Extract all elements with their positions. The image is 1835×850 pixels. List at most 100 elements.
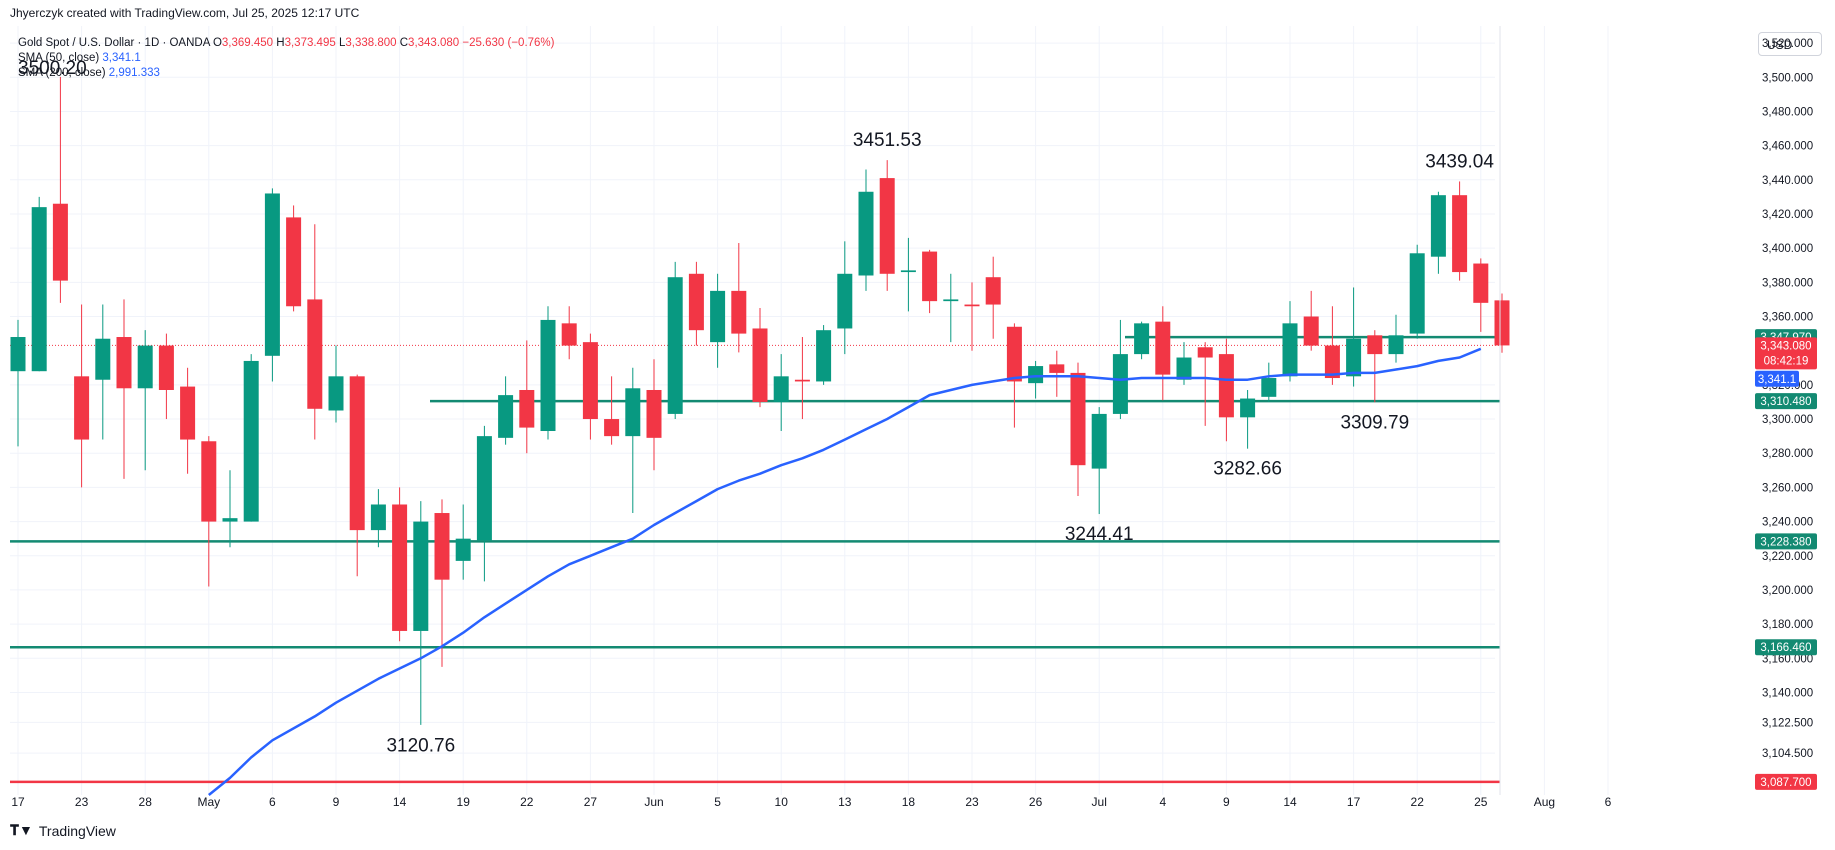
candle-body: [816, 330, 832, 382]
candle-body: [773, 376, 789, 402]
candle-body: [116, 337, 132, 389]
candle-body: [201, 441, 217, 522]
candle: [688, 261, 704, 346]
candle-body: [10, 337, 26, 372]
time-tick-label: 13: [838, 795, 852, 809]
candle-body: [964, 304, 980, 307]
candle: [625, 367, 641, 514]
price-badge: 3,087.700: [1755, 773, 1817, 790]
price-annotations: 3451.53 3439.04 3244.41 3282.66 3309.79 3120.…: [386, 130, 1494, 756]
time-tick-label: 25: [1474, 795, 1488, 809]
candle-body: [1388, 335, 1404, 355]
candle: [858, 169, 874, 291]
currency-button[interactable]: USD: [1758, 32, 1822, 56]
candle-body: [1176, 357, 1192, 380]
candle: [1028, 360, 1044, 399]
time-tick-label: 22: [520, 795, 534, 809]
candle: [1494, 293, 1510, 353]
candle-body: [455, 538, 471, 561]
candle: [1155, 306, 1171, 401]
candle-body: [667, 277, 683, 414]
price-badge-bg: [1755, 533, 1817, 550]
price-tick-label: 3,160.000: [1762, 653, 1813, 665]
price-annotation: 3120.76: [386, 735, 455, 756]
high-annotation-label: 3500.20: [18, 58, 87, 79]
candle-body: [1409, 253, 1425, 334]
candle-body: [286, 217, 302, 307]
candlesticks: [10, 76, 1510, 725]
price-annotation: 3282.66: [1213, 459, 1282, 480]
candle: [561, 306, 577, 360]
candle-body: [137, 345, 153, 389]
candle-body: [434, 513, 450, 580]
time-tick-label: 28: [139, 795, 153, 809]
candle-body: [879, 178, 895, 274]
candle-body: [710, 290, 726, 343]
candle: [1112, 319, 1128, 420]
price-tick-label: 3,104.500: [1762, 748, 1813, 760]
candle-body: [413, 521, 429, 631]
candle: [243, 354, 259, 522]
candle: [582, 333, 598, 440]
time-tick-label: May: [197, 795, 220, 809]
candle: [10, 319, 26, 447]
candle-body: [1324, 345, 1340, 379]
price-tick-label: 3,460.000: [1762, 141, 1813, 153]
candle-body: [731, 290, 747, 334]
sma200-value: 2,991.333: [108, 67, 160, 79]
time-tick-label: 14: [1283, 795, 1297, 809]
candle: [1240, 389, 1256, 449]
price-tick-label: 3,400.000: [1762, 243, 1813, 255]
candle: [137, 330, 153, 471]
high-value: 3,373.495: [284, 37, 336, 49]
price-badge: 3,343.080 08:42:19: [1755, 337, 1817, 370]
candle: [455, 504, 471, 580]
candle: [1197, 342, 1213, 426]
price-badge-label: 3,310.480: [1760, 396, 1811, 408]
sma-badge: 3,341.1: [1755, 370, 1799, 387]
price-badge: 3,166.460: [1755, 639, 1817, 656]
sma50-row[interactable]: SMA (50, close) 3,341.1: [18, 51, 555, 66]
sma200-row[interactable]: SMA (200, close) 2,991.333: [18, 66, 555, 81]
candle-body: [1028, 366, 1044, 384]
candle-body: [519, 389, 535, 428]
candle: [1452, 181, 1468, 281]
symbol-name[interactable]: Gold Spot / U.S. Dollar · 1D · OANDA: [18, 37, 210, 49]
price-tick-label: 3,220.000: [1762, 551, 1813, 563]
price-tick-label: 3,140.000: [1762, 687, 1813, 699]
candle: [752, 307, 768, 408]
time-tick-label: Aug: [1534, 795, 1555, 809]
price-badge-bg: [1755, 337, 1817, 370]
price-tick-label: 3,360.000: [1762, 312, 1813, 324]
candle-body: [943, 299, 959, 302]
price-badge-label: 3,166.460: [1760, 642, 1811, 654]
candle: [646, 359, 662, 471]
candle: [370, 489, 386, 548]
time-tick-label: 6: [1605, 795, 1612, 809]
price-annotation: 3451.53: [853, 130, 922, 151]
brand-name: TradingView: [38, 822, 116, 839]
candle: [1367, 330, 1383, 403]
candle-body: [328, 376, 344, 411]
candle-body: [1218, 354, 1234, 418]
price-tick-label: 3,300.000: [1762, 414, 1813, 426]
price-badge: 3,228.380: [1755, 533, 1817, 550]
price-tick-label: 3,480.000: [1762, 106, 1813, 118]
candle-body: [307, 299, 323, 409]
countdown-label: 08:42:19: [1764, 355, 1809, 367]
candle-body: [222, 518, 238, 522]
sma-badge-bg: [1755, 370, 1799, 387]
candle: [328, 345, 344, 423]
time-tick-label: 17: [11, 795, 25, 809]
price-tick-label: 3,122.500: [1762, 717, 1813, 729]
candle: [1261, 362, 1277, 402]
candle-body: [180, 386, 196, 440]
candle-body: [52, 203, 68, 281]
price-badge: 3,310.480: [1755, 393, 1817, 410]
chart-legend: Gold Spot / U.S. Dollar · 1D · OANDA O3,…: [18, 36, 555, 81]
price-axis: 3,520.000 3,500.000 3,480.000 3,460.000 3,44…: [1499, 26, 1813, 795]
candle-body: [264, 193, 280, 356]
tradingview-brand: 𝐓▼ TradingView: [10, 822, 116, 839]
sma50-label: SMA (50, close): [18, 52, 100, 64]
